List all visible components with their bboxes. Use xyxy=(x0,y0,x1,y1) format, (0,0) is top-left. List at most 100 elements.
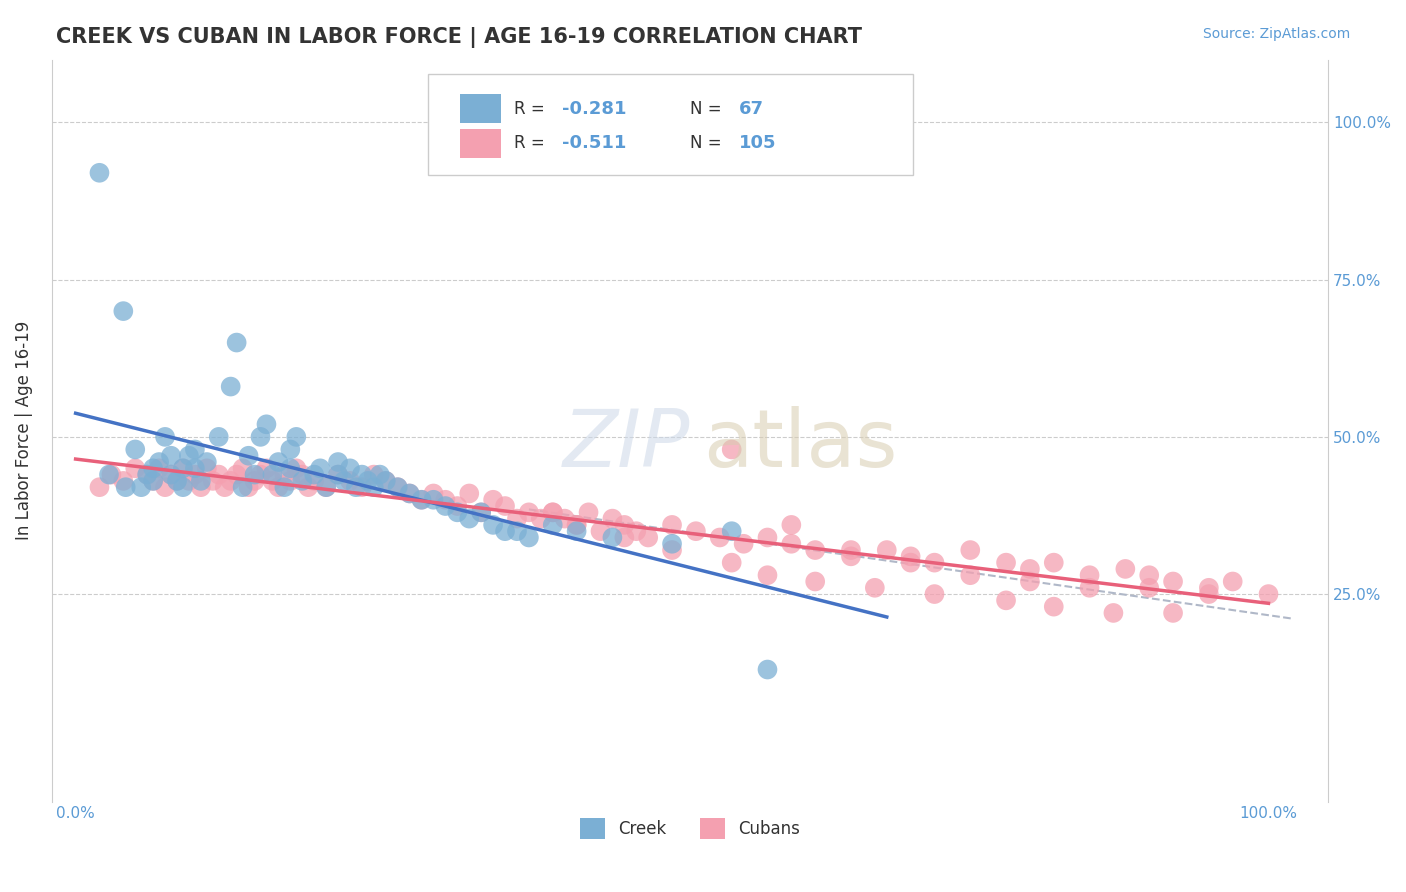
Point xyxy=(256,461,278,475)
Point xyxy=(136,467,159,482)
Point xyxy=(160,467,183,482)
Point xyxy=(172,461,194,475)
Point xyxy=(1137,581,1160,595)
Point xyxy=(278,474,301,488)
Point xyxy=(720,442,742,457)
Point xyxy=(1222,574,1244,589)
Point xyxy=(142,474,165,488)
Point xyxy=(756,531,779,545)
Point xyxy=(243,467,266,482)
Point xyxy=(959,568,981,582)
Point xyxy=(1137,568,1160,582)
Point xyxy=(959,543,981,558)
Point xyxy=(297,480,319,494)
Point xyxy=(326,455,349,469)
Point xyxy=(195,461,218,475)
Point xyxy=(1198,581,1220,595)
Point xyxy=(1019,574,1042,589)
Point xyxy=(637,531,659,545)
Point xyxy=(720,524,742,539)
Text: R =: R = xyxy=(513,100,550,118)
Point xyxy=(1019,562,1042,576)
Point xyxy=(302,467,325,482)
Point xyxy=(166,474,188,488)
Point xyxy=(225,335,247,350)
Point xyxy=(661,537,683,551)
Point xyxy=(267,455,290,469)
Point xyxy=(1102,606,1125,620)
Point xyxy=(541,517,564,532)
Point xyxy=(374,474,396,488)
Point xyxy=(350,467,373,482)
Point xyxy=(153,430,176,444)
Point xyxy=(357,474,380,488)
Text: CREEK VS CUBAN IN LABOR FORCE | AGE 16-19 CORRELATION CHART: CREEK VS CUBAN IN LABOR FORCE | AGE 16-1… xyxy=(56,27,862,48)
FancyBboxPatch shape xyxy=(460,129,501,158)
Point xyxy=(201,474,224,488)
Point xyxy=(517,505,540,519)
Point xyxy=(780,517,803,532)
Point xyxy=(626,524,648,539)
Point xyxy=(129,480,152,494)
Point xyxy=(482,517,505,532)
Point xyxy=(494,499,516,513)
Point xyxy=(148,455,170,469)
Point xyxy=(613,517,636,532)
Point xyxy=(267,480,290,494)
Legend: Creek, Cubans: Creek, Cubans xyxy=(574,812,807,846)
Point xyxy=(195,455,218,469)
Point xyxy=(278,442,301,457)
Point xyxy=(315,480,337,494)
Point xyxy=(249,430,271,444)
Point xyxy=(1161,574,1184,589)
Point xyxy=(208,467,231,482)
Point xyxy=(98,467,121,482)
Point xyxy=(554,511,576,525)
Point xyxy=(232,480,254,494)
Point xyxy=(434,492,457,507)
Point xyxy=(315,480,337,494)
Point xyxy=(363,480,385,494)
Point xyxy=(177,449,200,463)
Point xyxy=(900,556,922,570)
Point xyxy=(602,511,624,525)
Point xyxy=(184,467,207,482)
Point xyxy=(243,474,266,488)
Text: Source: ZipAtlas.com: Source: ZipAtlas.com xyxy=(1202,27,1350,41)
Point xyxy=(225,467,247,482)
Point xyxy=(160,449,183,463)
Point xyxy=(1078,568,1101,582)
Point xyxy=(804,574,827,589)
Point xyxy=(100,467,122,482)
Point xyxy=(142,474,165,488)
Point xyxy=(89,480,111,494)
Point xyxy=(398,486,420,500)
Point xyxy=(1198,587,1220,601)
Point xyxy=(458,511,481,525)
Point xyxy=(1042,599,1064,614)
Point xyxy=(172,461,194,475)
Point xyxy=(190,480,212,494)
Point xyxy=(995,593,1018,607)
Text: atlas: atlas xyxy=(703,407,897,484)
Point xyxy=(589,524,612,539)
Point xyxy=(124,461,146,475)
Point xyxy=(363,467,385,482)
Point xyxy=(339,461,361,475)
Point xyxy=(339,474,361,488)
Point xyxy=(148,461,170,475)
FancyBboxPatch shape xyxy=(429,74,914,175)
Point xyxy=(661,543,683,558)
Point xyxy=(333,474,356,488)
FancyBboxPatch shape xyxy=(460,95,501,123)
Text: N =: N = xyxy=(690,135,727,153)
Point xyxy=(249,467,271,482)
Point xyxy=(302,474,325,488)
Point xyxy=(1161,606,1184,620)
Point xyxy=(326,467,349,482)
Point xyxy=(565,524,588,539)
Y-axis label: In Labor Force | Age 16-19: In Labor Force | Age 16-19 xyxy=(15,321,32,541)
Point xyxy=(422,492,444,507)
Point xyxy=(839,549,862,564)
Point xyxy=(924,556,946,570)
